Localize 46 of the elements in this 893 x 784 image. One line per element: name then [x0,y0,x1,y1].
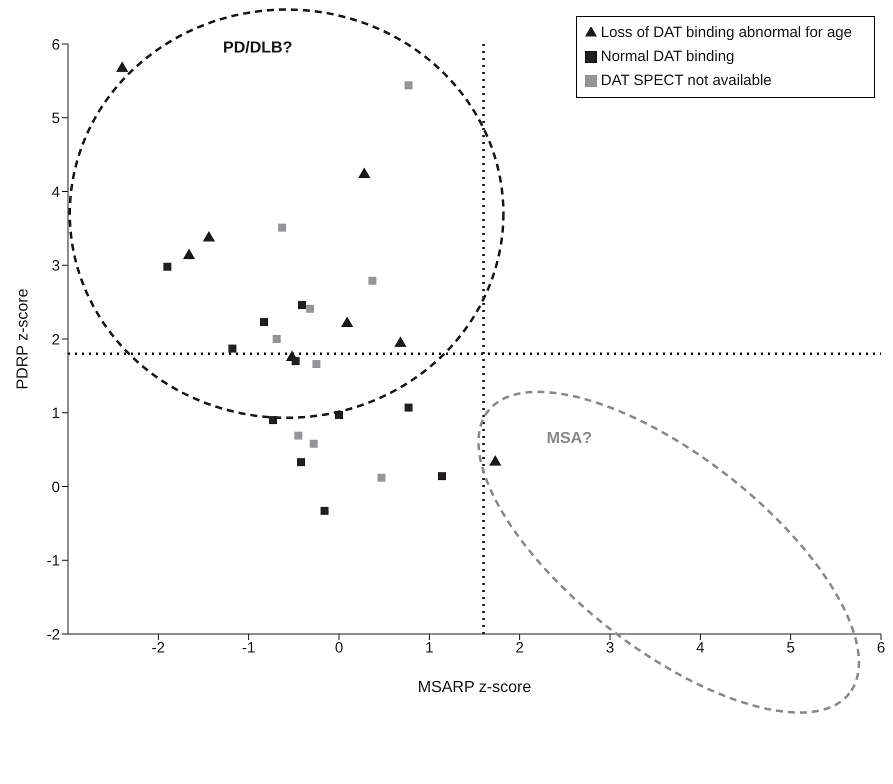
annotation: MSA? [546,430,592,448]
y-tick-label: 5 [52,110,60,128]
y-axis-title: PDRP z-score [14,288,32,390]
y-tick-label: 2 [52,331,60,348]
point [298,301,306,310]
point [404,81,413,90]
x-axis-title: MSARP z-score [418,679,532,696]
y-tick-label: 4 [52,184,60,201]
y-tick-label: 1 [52,405,60,422]
x-tick-label: 5 [786,640,795,657]
x-tick-label: 3 [606,640,614,657]
point [306,304,314,313]
y-tick-label: -1 [46,552,60,570]
point [294,432,302,440]
legend-label: Loss of DAT binding abnormal for age [600,24,852,41]
x-tick-label: 6 [876,640,886,657]
point [228,344,236,353]
point [292,357,300,366]
point [163,262,172,271]
legend-label: DAT SPECT not available [600,72,772,89]
point [116,61,128,72]
point [278,224,286,232]
point [182,248,196,260]
point [404,404,413,412]
point [320,506,329,515]
x-tick-label: 4 [696,640,705,657]
point [358,168,370,178]
point [368,276,376,285]
x-tick-label: 1 [425,640,434,657]
point [377,474,386,482]
x-tick-label: 2 [515,640,524,657]
legend-label: Normal DAT binding [600,48,734,65]
point [310,440,318,448]
x-tick-label: -2 [152,640,166,657]
point [297,458,306,466]
point [272,335,281,343]
y-tick-label: 3 [52,258,60,275]
y-tick-label: 0 [52,478,60,496]
x-tick-label: 0 [334,640,344,657]
point [260,318,268,326]
point [438,472,446,480]
x-tick-label: -1 [242,640,256,657]
y-tick-label: -2 [46,626,60,644]
annotation: PD/DLB? [223,39,292,56]
y-tick-label: 6 [52,36,60,54]
point [312,360,320,368]
